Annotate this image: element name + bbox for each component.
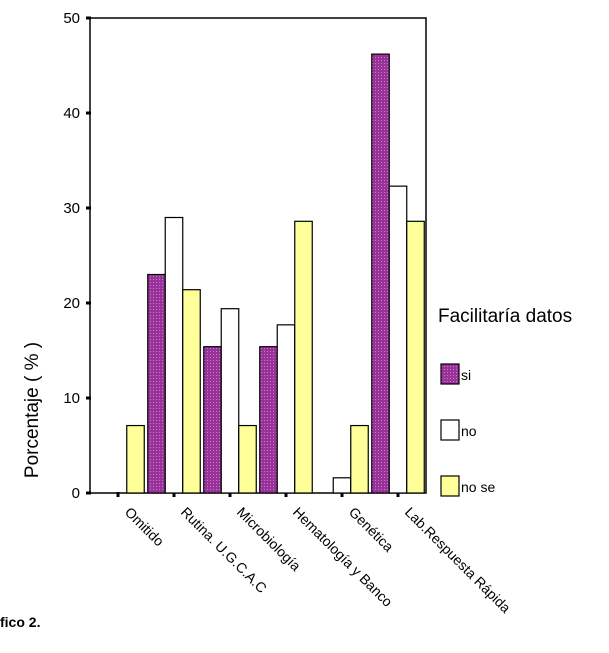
figure-caption: fico 2.	[0, 614, 40, 630]
bar-no-se	[350, 424, 369, 494]
bar-no	[388, 185, 408, 494]
bar-si	[371, 53, 390, 494]
legend-label-no: no	[461, 423, 477, 439]
legend-swatch-si	[440, 363, 460, 385]
bar-no-se	[126, 424, 145, 494]
bar-no	[220, 308, 240, 494]
bars	[126, 53, 425, 494]
y-axis-title: Porcentaje ( % )	[22, 342, 43, 478]
x-category-label: Omitido	[122, 504, 168, 550]
legend-label-no-se: no se	[461, 479, 495, 495]
bar-no-se	[294, 220, 313, 494]
bar-no	[164, 216, 184, 494]
y-tick-label: 40	[63, 105, 80, 122]
bar-si	[147, 273, 166, 494]
bar-si	[203, 346, 222, 494]
legend-label-si: si	[461, 367, 471, 383]
y-tick-label: 20	[63, 295, 80, 312]
x-category-label: Hematología y Banco	[290, 504, 396, 610]
x-category-label: Lab.Respuesta Rápida	[402, 504, 514, 616]
y-tick-label: 30	[63, 200, 80, 217]
plot-frame	[89, 17, 427, 494]
legend-title: Facilitaría datos	[438, 306, 572, 327]
bar-no	[332, 477, 352, 494]
legend-swatch-no	[440, 419, 460, 441]
bar-no-se	[182, 289, 201, 494]
bar-si	[259, 346, 278, 494]
bar-no	[276, 324, 296, 494]
y-tick-label: 50	[63, 10, 80, 27]
legend-swatch-no-se	[440, 475, 460, 497]
y-tick-label: 10	[63, 390, 80, 407]
y-tick-label: 0	[72, 485, 80, 502]
bar-no-se	[406, 220, 425, 494]
legend: si no no se	[440, 363, 495, 497]
x-category-label: Genética	[346, 504, 397, 555]
bar-no-se	[238, 424, 257, 494]
